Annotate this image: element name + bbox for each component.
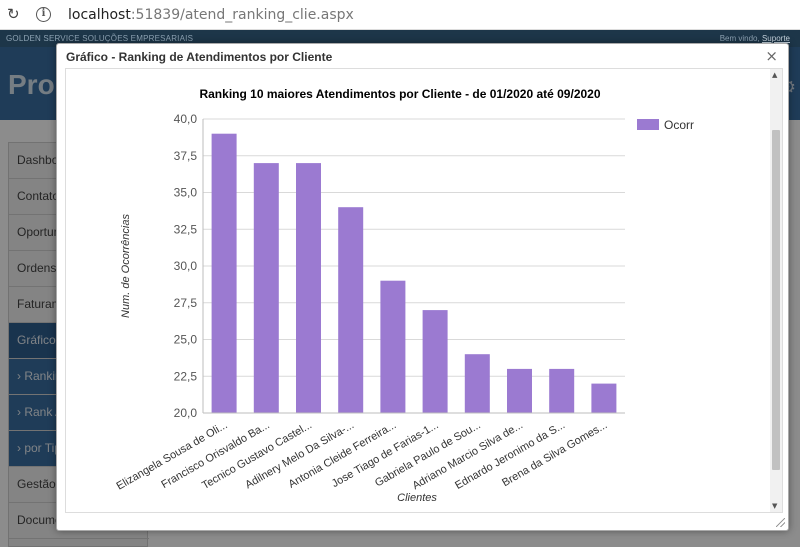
y-tick-label: 20,0	[174, 406, 198, 420]
scroll-thumb[interactable]	[772, 130, 780, 470]
bar[interactable]	[507, 368, 532, 413]
scroll-up-icon[interactable]: ▲	[772, 71, 778, 79]
dialog-title: Gráfico - Ranking de Atendimentos por Cl…	[66, 50, 333, 64]
welcome-prefix: Bem vindo,	[719, 34, 760, 43]
bar[interactable]	[422, 310, 448, 413]
site-info-icon[interactable]: i	[36, 7, 51, 22]
reload-icon[interactable]: ↻	[7, 5, 20, 23]
browser-address-bar: ↻ i localhost:51839/atend_ranking_clie.a…	[0, 0, 800, 30]
chart-dialog: Gráfico - Ranking de Atendimentos por Cl…	[56, 43, 789, 531]
y-tick-label: 22,5	[174, 369, 198, 383]
app-top-bar: GOLDEN SERVICE SOLUÇÕES EMPRESARIAIS Bem…	[0, 30, 800, 47]
bar[interactable]	[549, 368, 575, 413]
bar[interactable]	[464, 354, 490, 413]
company-name: GOLDEN SERVICE SOLUÇÕES EMPRESARIAIS	[6, 34, 194, 43]
bar[interactable]	[338, 207, 364, 413]
url-path: :51839/atend_ranking_clie.aspx	[130, 7, 354, 23]
y-tick-label: 27,5	[174, 296, 198, 310]
y-tick-label: 35,0	[174, 186, 198, 200]
resize-grip-icon[interactable]	[776, 518, 785, 527]
bar[interactable]	[253, 163, 279, 413]
y-axis-ticks: 20,0 22,5 25,0 27,5 30,0 32,5 35,0 37,5 40,0	[174, 112, 198, 420]
x-axis-ticks: Elizangela Sousa de Oli...Francisco Oris…	[115, 419, 610, 492]
bar[interactable]	[211, 133, 237, 413]
welcome-text: Bem vindo, Suporte	[720, 34, 790, 43]
close-icon[interactable]: ×	[765, 47, 778, 65]
y-tick-label: 40,0	[174, 112, 198, 126]
legend-label: Ocorr	[664, 118, 694, 132]
scroll-down-icon[interactable]: ▼	[772, 502, 778, 510]
dialog-body: Ranking 10 maiores Atendimentos por Clie…	[65, 68, 783, 513]
y-tick-label: 25,0	[174, 333, 198, 347]
bar[interactable]	[591, 383, 617, 413]
welcome-user-link[interactable]: Suporte	[761, 34, 790, 43]
bar[interactable]	[380, 280, 406, 413]
chart-title: Ranking 10 maiores Atendimentos por Clie…	[199, 87, 600, 101]
legend-swatch	[637, 119, 659, 130]
url-host: localhost	[68, 7, 131, 23]
y-tick-label: 32,5	[174, 222, 198, 236]
ranking-bar-chart: Ranking 10 maiores Atendimentos por Clie…	[115, 87, 694, 504]
chart-bars	[211, 133, 617, 413]
bar[interactable]	[296, 163, 321, 413]
x-axis-label: Clientes	[397, 492, 437, 504]
y-tick-label: 37,5	[174, 149, 198, 163]
dialog-scrollbar[interactable]: ▲ ▼	[770, 69, 782, 512]
app-brand: Pro	[8, 69, 55, 100]
y-axis-label: Num. de Ocorrências	[120, 214, 132, 318]
address-url[interactable]: localhost:51839/atend_ranking_clie.aspx	[68, 7, 354, 23]
y-tick-label: 30,0	[174, 259, 198, 273]
